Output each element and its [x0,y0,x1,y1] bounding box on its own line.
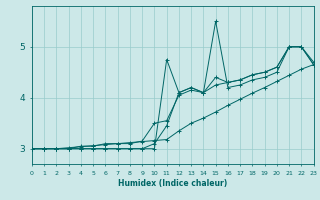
X-axis label: Humidex (Indice chaleur): Humidex (Indice chaleur) [118,179,228,188]
